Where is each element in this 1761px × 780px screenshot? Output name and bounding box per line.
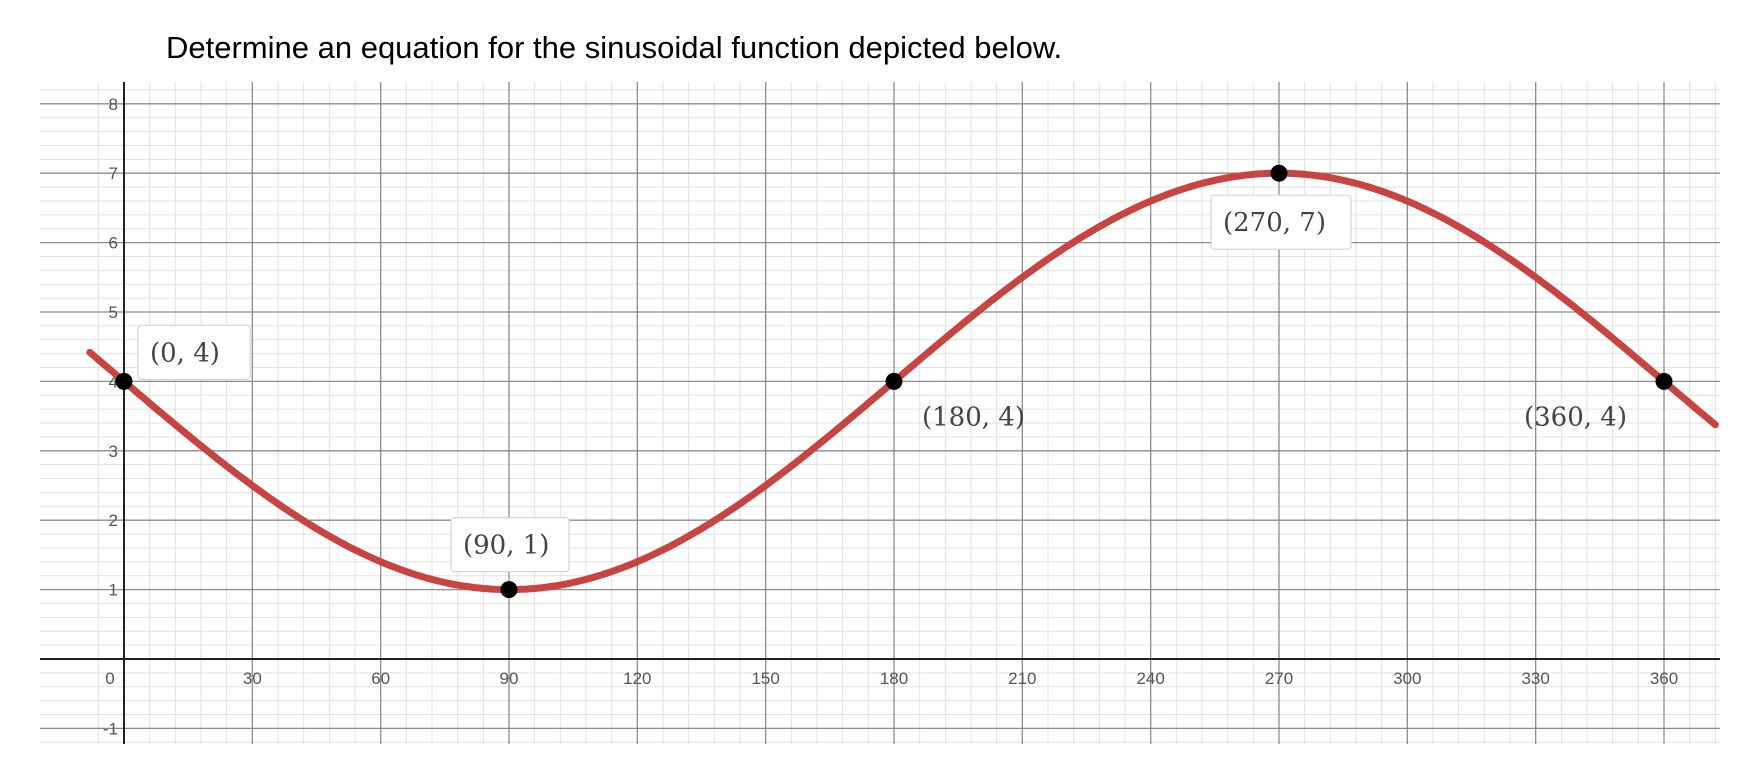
major-gridlines bbox=[40, 82, 1720, 744]
question-heading: Determine an equation for the sinusoidal… bbox=[166, 30, 1063, 65]
point-label-box bbox=[1210, 194, 1352, 250]
x-tick-label: 0 bbox=[105, 669, 114, 688]
y-tick-label: -1 bbox=[103, 719, 118, 738]
y-tick-label: 2 bbox=[109, 511, 118, 530]
point-label: (0, 4) bbox=[150, 338, 220, 368]
x-tick-label: 90 bbox=[500, 669, 519, 688]
data-point bbox=[500, 581, 518, 599]
curve-layer bbox=[86, 169, 1719, 594]
point-labels: (0, 4) (90, 1) (180, 4) (270, 7) (360, 4) bbox=[137, 194, 1627, 573]
sinusoid-curve bbox=[86, 169, 1719, 594]
x-tick-label: 360 bbox=[1650, 669, 1678, 688]
x-tick-label: 30 bbox=[243, 669, 262, 688]
point-label-box bbox=[137, 324, 251, 380]
x-tick-label: 330 bbox=[1521, 669, 1549, 688]
x-tick-label: 180 bbox=[880, 669, 908, 688]
tick-labels: 0 30 60 90 120 150 180 210 240 270 300 330 360 -1 1 2 3 4… bbox=[103, 95, 1678, 739]
y-tick-label: 7 bbox=[109, 164, 118, 183]
x-tick-label: 270 bbox=[1265, 669, 1293, 688]
x-tick-label: 210 bbox=[1008, 669, 1036, 688]
point-label: (90, 1) bbox=[463, 531, 549, 561]
point-label-box bbox=[450, 516, 570, 573]
y-tick-label: 5 bbox=[109, 303, 118, 322]
data-point bbox=[885, 372, 903, 390]
x-tick-label: 300 bbox=[1393, 669, 1421, 688]
point-label: (270, 7) bbox=[1223, 208, 1326, 238]
y-tick-label: 1 bbox=[109, 581, 118, 600]
point-label: (360, 4) bbox=[1524, 402, 1627, 432]
x-tick-label: 150 bbox=[751, 669, 779, 688]
data-point bbox=[1270, 164, 1288, 182]
x-tick-label: 120 bbox=[623, 669, 651, 688]
data-point bbox=[115, 372, 133, 390]
points-layer bbox=[115, 164, 1673, 599]
axes bbox=[40, 82, 1720, 744]
x-tick-label: 60 bbox=[371, 669, 390, 688]
y-tick-label: 4 bbox=[109, 372, 118, 391]
y-tick-label: 3 bbox=[109, 442, 118, 461]
point-label: (180, 4) bbox=[922, 402, 1025, 432]
y-tick-label: 6 bbox=[109, 234, 118, 253]
data-point bbox=[1655, 372, 1673, 390]
y-tick-label: 8 bbox=[109, 95, 118, 114]
minor-gridlines bbox=[40, 82, 1720, 744]
x-tick-label: 240 bbox=[1136, 669, 1164, 688]
